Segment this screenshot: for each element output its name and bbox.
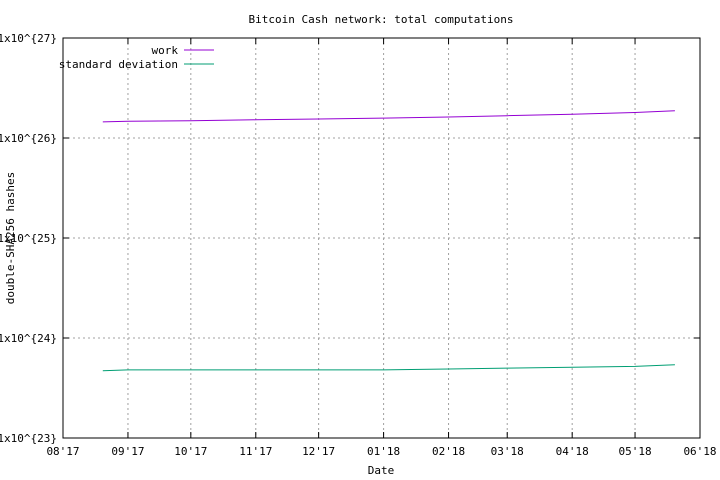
y-tick-label: 1x10^{25} (0, 232, 57, 245)
x-tick-label: 03'18 (491, 445, 524, 458)
x-tick-label: 06'18 (683, 445, 716, 458)
x-axis-label: Date (368, 464, 395, 477)
x-tick-label: 08'17 (46, 445, 79, 458)
x-tick-label: 12'17 (302, 445, 335, 458)
x-tick-label: 01'18 (367, 445, 400, 458)
x-tick-label: 10'17 (174, 445, 207, 458)
x-tick-label: 02'18 (432, 445, 465, 458)
y-tick-label: 1x10^{23} (0, 432, 57, 445)
series-line-work (102, 110, 675, 123)
grid-layer (63, 38, 700, 438)
x-tick-label: 09'17 (111, 445, 144, 458)
y-tick-labels: 1x10^{23} 1x10^{24} 1x10^{25} 1x10^{26} 1x10… (0, 32, 57, 445)
legend: work standard deviation (59, 44, 214, 71)
x-tick-labels: 08'17 09'17 10'17 11'17 12'17 01'18 02'18 03'18… (46, 445, 716, 458)
legend-label-work: work (152, 44, 179, 57)
y-tick-label: 1x10^{24} (0, 332, 57, 345)
series-layer (102, 110, 675, 372)
tick-layer (62, 37, 701, 439)
series-line-standard-deviation (102, 364, 675, 372)
y-tick-label: 1x10^{27} (0, 32, 57, 45)
x-tick-label: 11'17 (239, 445, 272, 458)
y-axis-label: double-SHA256 hashes (4, 172, 17, 304)
chart-title: Bitcoin Cash network: total computations (249, 13, 514, 26)
x-tick-label: 05'18 (618, 445, 651, 458)
y-tick-label: 1x10^{26} (0, 132, 57, 145)
x-tick-label: 04'18 (556, 445, 589, 458)
legend-label-standard-deviation: standard deviation (59, 58, 178, 71)
